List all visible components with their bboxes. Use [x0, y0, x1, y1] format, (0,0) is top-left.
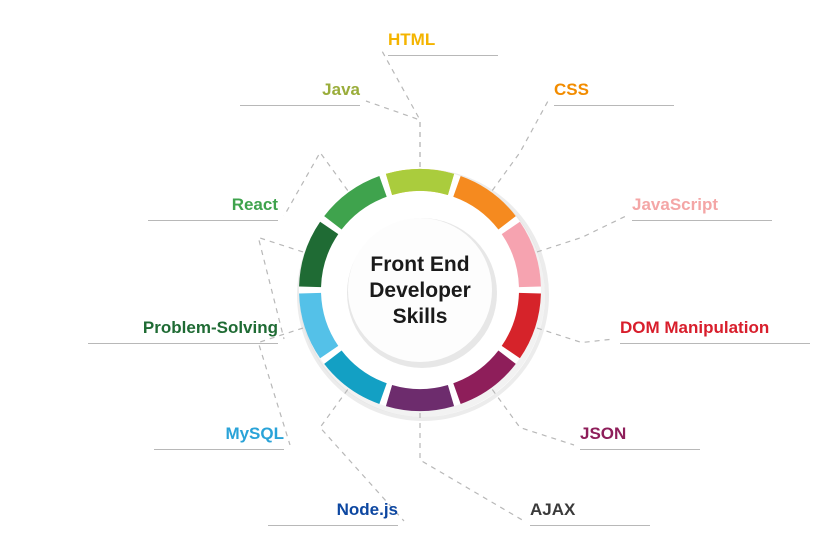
skill-label-text: AJAX — [530, 500, 575, 522]
skill-label: Node.js — [268, 500, 398, 526]
skill-underline — [554, 105, 674, 106]
skill-label: AJAX — [530, 500, 650, 526]
leader-line — [492, 101, 548, 190]
skill-label: JavaScript — [632, 195, 772, 221]
ring-svg — [0, 0, 839, 558]
skill-label-text: JSON — [580, 424, 626, 446]
leader-line — [537, 216, 626, 252]
ring-segment — [389, 396, 451, 400]
skill-label-text: JavaScript — [632, 195, 718, 217]
infographic-stage: Front EndDeveloperSkills HTMLCSSJavaScri… — [0, 0, 839, 558]
leader-line — [492, 390, 574, 445]
skill-underline — [240, 105, 360, 106]
skill-label-text: DOM Manipulation — [620, 318, 769, 340]
skill-label-text: CSS — [554, 80, 589, 102]
skill-underline — [154, 449, 284, 450]
skill-underline — [620, 343, 810, 344]
skill-label: DOM Manipulation — [620, 318, 810, 344]
skill-underline — [580, 449, 700, 450]
skill-label: JSON — [580, 424, 700, 450]
ring-segment — [389, 180, 451, 184]
skill-label-text: MySQL — [225, 424, 284, 446]
skill-label-text: React — [232, 195, 278, 217]
skill-underline — [268, 525, 398, 526]
skill-underline — [148, 220, 278, 221]
skill-underline — [530, 525, 650, 526]
skill-label-text: HTML — [388, 30, 435, 52]
skill-label: CSS — [554, 80, 674, 106]
skill-label: MySQL — [154, 424, 284, 450]
leader-line — [537, 328, 614, 343]
skill-underline — [388, 55, 498, 56]
skill-label: HTML — [388, 30, 498, 56]
skill-label: Problem-Solving — [88, 318, 278, 344]
leader-line — [420, 413, 524, 521]
skill-label-text: Node.js — [337, 500, 398, 522]
skill-label: Java — [240, 80, 360, 106]
skill-underline — [88, 343, 278, 344]
skill-label-text: Problem-Solving — [143, 318, 278, 340]
skill-label: React — [148, 195, 278, 221]
skill-label-text: Java — [322, 80, 360, 102]
skill-underline — [632, 220, 772, 221]
leader-line — [366, 101, 420, 167]
